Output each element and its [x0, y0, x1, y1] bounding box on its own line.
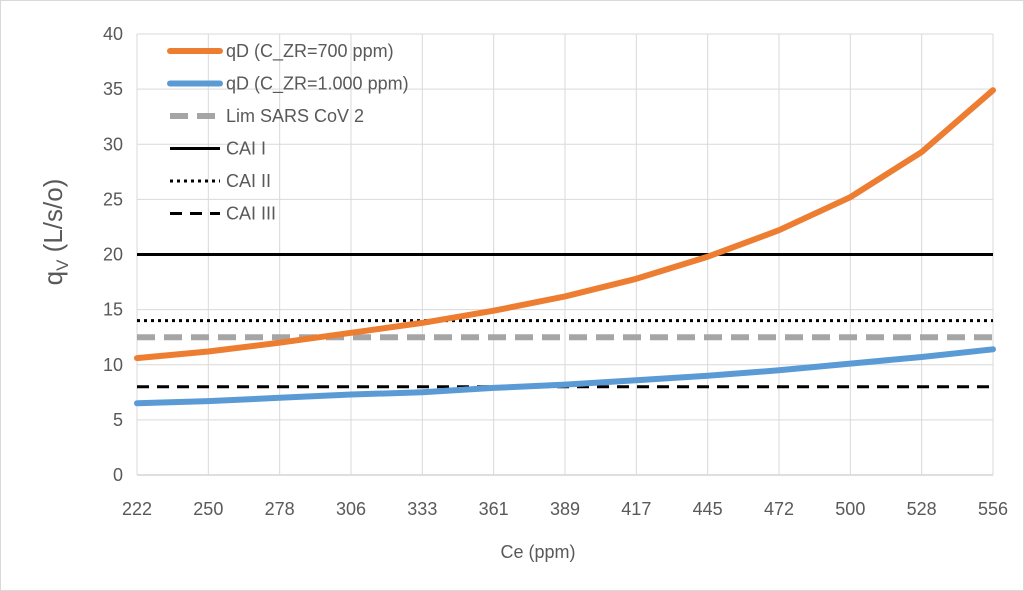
legend-label: CAI III [226, 204, 276, 224]
x-tick-label: 222 [122, 499, 152, 519]
legend-item: qD (C_ZR=700 ppm) [167, 41, 394, 62]
y-axis-title: qV (L/s/o) [38, 179, 72, 286]
y-tick-label: 30 [103, 134, 123, 154]
y-tick-label: 20 [103, 245, 123, 265]
legend-item: Lim SARS CoV 2 [170, 106, 364, 126]
series-1 [134, 346, 996, 407]
series-0 [134, 87, 996, 362]
x-tick-label: 361 [479, 499, 509, 519]
x-axis-ticks: 222 250 278 306 333 361 389 417 445 472 500 528 556 [122, 499, 1008, 519]
legend-label: qD (C_ZR=1.000 ppm) [226, 74, 409, 95]
x-tick-label: 389 [550, 499, 580, 519]
y-axis-title-sub: V [53, 259, 72, 271]
x-tick-label: 445 [693, 499, 723, 519]
legend-item: CAI III [170, 204, 276, 224]
x-tick-label: 333 [407, 499, 437, 519]
x-tick-label: 306 [336, 499, 366, 519]
y-axis-ticks: 0 5 10 15 20 25 30 35 40 [103, 24, 123, 485]
series-line [134, 87, 996, 362]
x-tick-label: 472 [764, 499, 794, 519]
x-tick-label: 250 [193, 499, 223, 519]
legend-label: CAI I [226, 139, 266, 159]
x-tick-label: 417 [621, 499, 651, 519]
legend-label: CAI II [226, 171, 271, 191]
y-tick-label: 10 [103, 355, 123, 375]
series-layer [134, 87, 996, 407]
y-tick-label: 0 [113, 465, 123, 485]
x-tick-label: 556 [978, 499, 1008, 519]
y-tick-label: 40 [103, 24, 123, 44]
y-tick-label: 5 [113, 410, 123, 430]
legend: qD (C_ZR=700 ppm) qD (C_ZR=1.000 ppm) Lim … [167, 41, 409, 224]
x-tick-label: 528 [907, 499, 937, 519]
y-tick-label: 25 [103, 189, 123, 209]
y-tick-label: 35 [103, 79, 123, 99]
legend-label: Lim SARS CoV 2 [226, 106, 364, 126]
series-line [134, 346, 996, 407]
legend-label: qD (C_ZR=700 ppm) [226, 41, 394, 62]
x-tick-label: 278 [265, 499, 295, 519]
legend-item: qD (C_ZR=1.000 ppm) [167, 74, 409, 95]
legend-item: CAI I [170, 139, 266, 159]
y-axis-title-main: q [38, 271, 68, 285]
legend-item: CAI II [170, 171, 271, 191]
y-axis-title-rest: (L/s/o) [38, 179, 68, 260]
x-tick-label: 500 [835, 499, 865, 519]
y-tick-label: 15 [103, 300, 123, 320]
x-axis-title: Ce (ppm) [500, 542, 575, 562]
